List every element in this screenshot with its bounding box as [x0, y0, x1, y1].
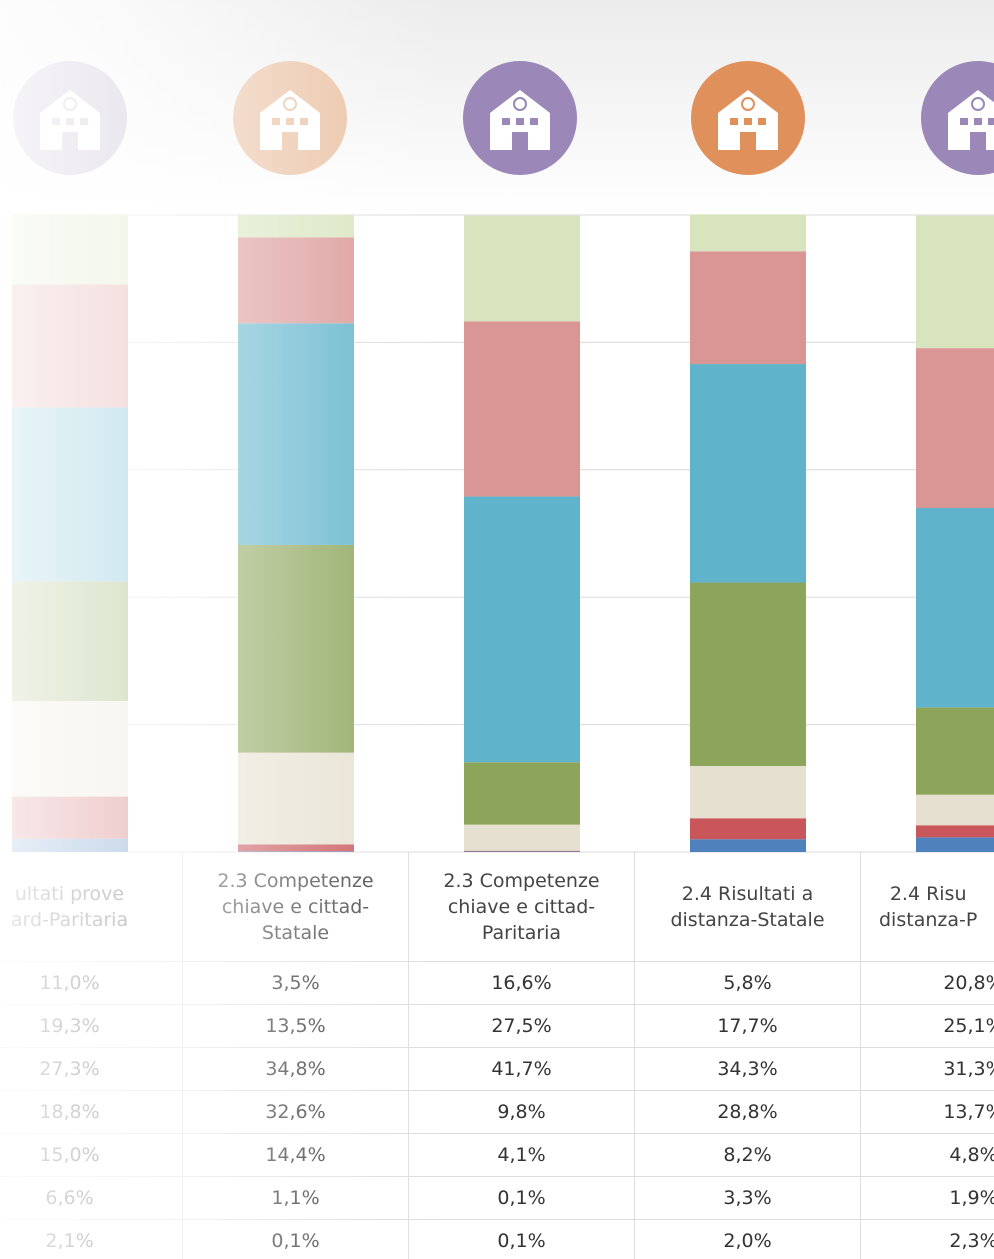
bar-segment	[690, 251, 806, 365]
bar-segment	[12, 701, 128, 797]
table-value: 25,1%	[861, 1005, 994, 1048]
table-value: 13,5%	[183, 1005, 409, 1048]
school-icon	[233, 61, 347, 175]
bar-segment	[238, 752, 354, 845]
table-value: 41,7%	[409, 1048, 635, 1091]
table-value: 1,9%	[861, 1177, 994, 1220]
table-value: 0,1%	[409, 1220, 635, 1259]
table-value: 15,0%	[0, 1134, 183, 1177]
bar-segment	[916, 215, 994, 349]
table-value: 18,8%	[0, 1091, 183, 1134]
table-value: 28,8%	[635, 1091, 861, 1134]
bar-segment	[916, 508, 994, 708]
table-value: 34,3%	[635, 1048, 861, 1091]
table-value: 6,6%	[0, 1177, 183, 1220]
bar-segment	[464, 824, 580, 851]
bar-segment	[12, 284, 128, 408]
table-value: 2,0%	[635, 1220, 861, 1259]
table-value: 31,3%	[861, 1048, 994, 1091]
bar-segment	[916, 837, 994, 852]
bar-segment	[238, 237, 354, 324]
table-value: 20,8%	[861, 962, 994, 1005]
bar-segment	[238, 323, 354, 545]
table-value: 27,5%	[409, 1005, 635, 1048]
bar-segment	[916, 348, 994, 509]
bar-segment	[12, 581, 128, 702]
bar-segment	[690, 839, 806, 852]
table-value: 19,3%	[0, 1005, 183, 1048]
school-icon	[691, 61, 805, 175]
bar-segment	[12, 214, 128, 285]
bar-segment	[238, 544, 354, 753]
table-value: 16,6%	[409, 962, 635, 1005]
bar-segment	[238, 215, 354, 238]
table-value: 1,1%	[183, 1177, 409, 1220]
table-value: 0,1%	[409, 1177, 635, 1220]
column-header: 2.4 Risu distanza-P	[861, 852, 994, 962]
school-icon	[13, 61, 127, 175]
table-value: 17,7%	[635, 1005, 861, 1048]
bar-segment	[690, 582, 806, 767]
table-value: 4,1%	[409, 1134, 635, 1177]
table-value: 5,8%	[635, 962, 861, 1005]
bar-segment	[464, 762, 580, 825]
table-value: 34,8%	[183, 1048, 409, 1091]
bar-segment	[690, 818, 806, 840]
table-value: 32,6%	[183, 1091, 409, 1134]
column-header: 2.3 Competenze chiave e cittad- Statale	[183, 852, 409, 962]
table-value: 2,1%	[0, 1220, 183, 1259]
bar-segment	[464, 321, 580, 497]
bar-segment	[464, 215, 580, 322]
table-value: 3,3%	[635, 1177, 861, 1220]
bar-segment	[916, 825, 994, 838]
table-value: 8,2%	[635, 1134, 861, 1177]
table-value: 13,7%	[861, 1091, 994, 1134]
bar-segment	[464, 496, 580, 763]
table-value: 2,3%	[861, 1220, 994, 1259]
bar-segment	[916, 707, 994, 795]
column-header: 2.3 Competenze chiave e cittad- Paritari…	[409, 852, 635, 962]
bar-segment	[690, 214, 806, 252]
table-value: 11,0%	[0, 962, 183, 1005]
table-value: 14,4%	[183, 1134, 409, 1177]
bar-segment	[238, 844, 354, 852]
table-value: 9,8%	[409, 1091, 635, 1134]
bar-segment	[690, 364, 806, 583]
table-value: 4,8%	[861, 1134, 994, 1177]
icons	[13, 61, 994, 175]
bar-segment	[690, 766, 806, 819]
table-value: 3,5%	[183, 962, 409, 1005]
school-icon	[463, 61, 577, 175]
bar-segment	[12, 838, 128, 852]
table-value: 0,1%	[183, 1220, 409, 1259]
bar-segment	[916, 794, 994, 826]
column-header: ultati prove ard-Paritaria	[0, 852, 183, 962]
column-header: 2.4 Risultati a distanza-Statale	[635, 852, 861, 962]
bar-segment	[12, 407, 128, 582]
school-icon	[921, 61, 994, 175]
table-value: 27,3%	[0, 1048, 183, 1091]
bar-segment	[12, 796, 128, 839]
